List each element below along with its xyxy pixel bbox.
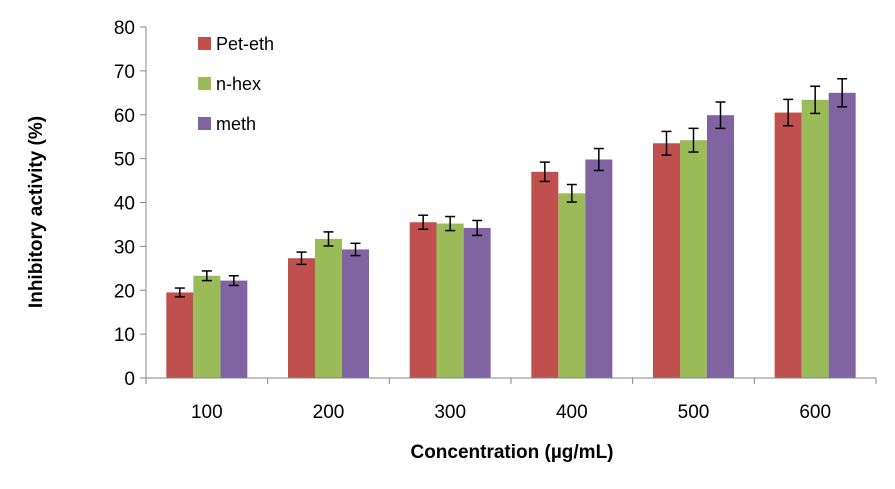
- error-bar-n-hex-300: [445, 215, 456, 232]
- y-tick-label: 10: [114, 325, 135, 346]
- error-bar-meth-100: [228, 275, 239, 287]
- y-tick-label: 70: [114, 62, 135, 83]
- bar-n-hex-500: [680, 140, 707, 378]
- bar-meth-200: [342, 249, 369, 378]
- error-bar-Pet-eth-500: [661, 130, 672, 156]
- error-bar-Pet-eth-200: [296, 251, 307, 266]
- bar-meth-300: [463, 227, 491, 378]
- bar-Pet-eth-100: [166, 292, 194, 378]
- y-tick-label: 60: [114, 106, 135, 127]
- legend-item-Pet-eth: Pet-eth: [198, 34, 274, 54]
- legend-label: Pet-eth: [216, 34, 274, 54]
- bar-Pet-eth-200: [288, 258, 315, 378]
- bar-meth-600: [828, 92, 856, 378]
- y-tick-label: 20: [114, 281, 135, 302]
- error-bar-n-hex-100: [201, 270, 212, 282]
- bar-n-hex-200: [315, 238, 342, 378]
- y-tick-label: 80: [114, 18, 135, 39]
- x-tick-label: 100: [191, 402, 223, 423]
- error-bar-meth-300: [472, 219, 483, 237]
- y-tick-label: 50: [114, 150, 135, 171]
- bar-meth-100: [220, 280, 248, 378]
- legend-label: n-hex: [216, 74, 261, 94]
- error-bar-n-hex-400: [566, 183, 577, 203]
- plot-area: [166, 78, 856, 379]
- x-tick-label: 200: [313, 402, 345, 423]
- bar-meth-500: [707, 115, 734, 378]
- x-axis-title: Concentration (µg/mL): [410, 442, 613, 463]
- legend-swatch: [198, 37, 211, 50]
- legend-swatch: [198, 117, 211, 130]
- error-bar-n-hex-500: [688, 127, 699, 153]
- error-bar-meth-600: [837, 78, 848, 108]
- error-bar-meth-200: [350, 242, 361, 257]
- bar-n-hex-100: [193, 275, 221, 378]
- x-tick-label: 600: [799, 402, 831, 423]
- y-tick-label: 0: [124, 369, 135, 390]
- error-bar-Pet-eth-400: [539, 161, 550, 183]
- bar-meth-400: [585, 159, 613, 378]
- legend-label: meth: [216, 114, 256, 134]
- x-tick-label: 300: [434, 402, 466, 423]
- x-axis: 100 200 300 400 500 600: [145, 377, 877, 423]
- error-bar-n-hex-200: [323, 231, 334, 247]
- error-bar-n-hex-600: [810, 85, 821, 115]
- legend-item-meth: meth: [198, 114, 256, 134]
- legend: Pet-eth n-hex meth: [198, 34, 274, 134]
- y-axis: 0 10 20 30 40 50 60 70 80: [114, 18, 147, 390]
- x-tick-label: 400: [556, 402, 588, 423]
- bar-Pet-eth-600: [774, 112, 802, 379]
- bar-Pet-eth-300: [409, 222, 437, 378]
- y-axis-title: Inhibitory activity (%): [26, 116, 47, 308]
- error-bar-meth-400: [593, 147, 604, 172]
- bar-n-hex-300: [436, 223, 464, 378]
- y-tick-label: 30: [114, 237, 135, 258]
- bar-n-hex-600: [801, 99, 829, 379]
- x-tick-label: 500: [678, 402, 710, 423]
- error-bar-Pet-eth-300: [418, 214, 429, 231]
- y-tick-label: 40: [114, 194, 135, 215]
- bar-Pet-eth-500: [653, 143, 680, 378]
- bar-n-hex-400: [558, 193, 586, 378]
- error-bar-Pet-eth-600: [783, 98, 794, 127]
- error-bar-meth-500: [715, 101, 726, 130]
- legend-swatch: [198, 77, 211, 90]
- legend-item-n-hex: n-hex: [198, 74, 261, 94]
- error-bar-Pet-eth-100: [174, 287, 185, 298]
- bar-Pet-eth-400: [531, 171, 559, 378]
